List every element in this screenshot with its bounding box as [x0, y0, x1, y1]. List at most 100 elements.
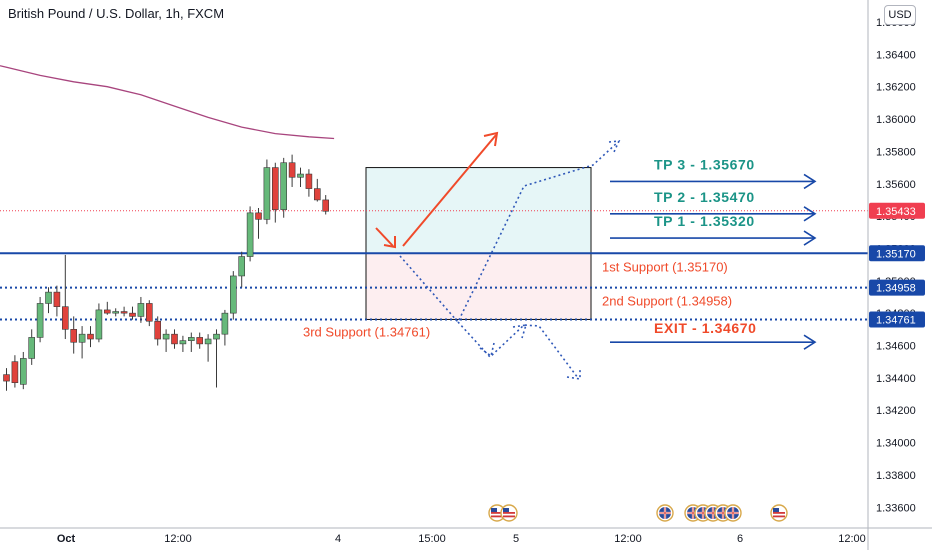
annotation-exit: EXIT - 1.34670	[654, 320, 757, 336]
candle-body	[305, 173, 313, 189]
y-tick-label: 1.34600	[876, 341, 916, 353]
candle-body	[162, 333, 170, 340]
flag-stripe	[491, 512, 503, 514]
candle-body	[221, 312, 229, 335]
flag-stripe	[503, 515, 515, 518]
y-tick-label: 1.34200	[876, 405, 916, 417]
red-arrow-up	[402, 134, 497, 247]
y-tick-label: 1.34400	[876, 373, 916, 385]
x-tick-label: 12:00	[614, 533, 642, 545]
x-tick-label: 4	[335, 533, 341, 545]
candle-body	[297, 173, 304, 178]
candle-body	[313, 188, 321, 201]
candle-body	[238, 256, 245, 277]
price-badge-label: 1.35170	[876, 248, 916, 260]
candle-body	[3, 374, 10, 382]
candle-body	[188, 337, 195, 341]
x-tick-label: 12:00	[838, 533, 866, 545]
moving-average-line	[0, 65, 335, 140]
candle-body	[288, 162, 296, 178]
candle-body	[146, 303, 153, 322]
annotation-tp: TP 1 - 1.35320	[654, 213, 755, 229]
candle-body	[154, 320, 161, 340]
candle-body	[263, 167, 271, 220]
red-arrow-down-head	[383, 236, 396, 249]
dotted-path-bearish-head	[566, 368, 581, 380]
loss-zone	[366, 253, 591, 320]
candle-body	[204, 338, 212, 345]
candle-body	[271, 167, 279, 210]
candle-body	[230, 275, 237, 314]
candle-body	[78, 333, 86, 343]
candle-body	[95, 309, 103, 340]
y-tick-label: 1.35800	[876, 146, 916, 158]
candle-body	[28, 337, 36, 359]
flag-stripe	[773, 512, 785, 514]
us-flag-icon	[500, 504, 518, 522]
annotation-tp: TP 3 - 1.35670	[654, 156, 755, 172]
candle-body	[45, 291, 52, 304]
annotation-arrow-head	[803, 206, 817, 222]
candle-body	[104, 309, 111, 314]
y-tick-label: 1.36400	[876, 49, 916, 61]
candle-body	[137, 303, 145, 317]
flag-canton	[503, 508, 509, 512]
red-arrow-down	[375, 227, 394, 247]
uk-flag-icon	[724, 504, 742, 522]
candle-body	[70, 329, 77, 343]
position-box	[365, 167, 592, 320]
candle-body	[112, 311, 119, 314]
candle-body	[322, 199, 330, 212]
x-tick-label: 12:00	[164, 533, 192, 545]
price-badge	[869, 279, 925, 296]
profit-zone	[366, 167, 591, 254]
annotation-support: 1st Support (1.35170)	[602, 259, 728, 274]
flag-canton	[491, 508, 497, 512]
y-tick-label: 1.34000	[876, 438, 916, 450]
us-flag-icon	[770, 504, 788, 522]
x-tick-label: 6	[737, 533, 743, 545]
x-tick-label: 15:00	[418, 533, 446, 545]
annotation-arrow-head	[803, 173, 817, 190]
dotted-path-bearish-head	[512, 324, 528, 339]
dotted-path-bullish-head	[608, 140, 621, 153]
candle-body	[255, 212, 262, 220]
dotted-path-bearish	[457, 321, 579, 379]
flag-stripe	[491, 515, 503, 518]
y-tick-label: 1.35600	[876, 179, 916, 191]
annotation-support: 2nd Support (1.34958)	[602, 294, 732, 309]
price-badge-label: 1.34761	[876, 314, 916, 326]
currency-button[interactable]: USD	[884, 5, 916, 25]
candle-body	[171, 333, 178, 345]
chart-title: British Pound / U.S. Dollar, 1h, FXCM	[8, 6, 225, 21]
y-tick-label: 1.33600	[876, 502, 916, 514]
flag-stripe	[503, 512, 515, 514]
candle-body	[196, 337, 203, 345]
candle-body	[11, 361, 19, 384]
flag-stripe	[773, 515, 785, 518]
flag-canton	[773, 508, 779, 512]
red-arrow-up-head	[483, 131, 499, 147]
candle-body	[87, 333, 94, 340]
candle-body	[53, 291, 61, 307]
candle-body	[213, 333, 220, 340]
candle-body	[280, 162, 288, 210]
candle-body	[246, 212, 254, 257]
price-badge	[869, 311, 925, 328]
price-badge-label: 1.35433	[876, 206, 916, 218]
candle-body	[129, 312, 136, 317]
candle-body	[36, 303, 44, 338]
uk-flag-icon	[656, 504, 674, 522]
candle-body	[179, 340, 187, 345]
candle-body	[19, 358, 27, 385]
annotation-arrow-head	[803, 334, 817, 350]
y-tick-label: 1.36000	[876, 114, 916, 126]
x-tick-label: 5	[513, 533, 519, 545]
price-badge-label: 1.34958	[876, 283, 916, 295]
annotation-arrow-head	[803, 230, 817, 246]
candle-body	[120, 311, 128, 314]
x-tick-label: Oct	[57, 533, 76, 545]
annotation-support: 3rd Support (1.34761)	[303, 324, 430, 339]
